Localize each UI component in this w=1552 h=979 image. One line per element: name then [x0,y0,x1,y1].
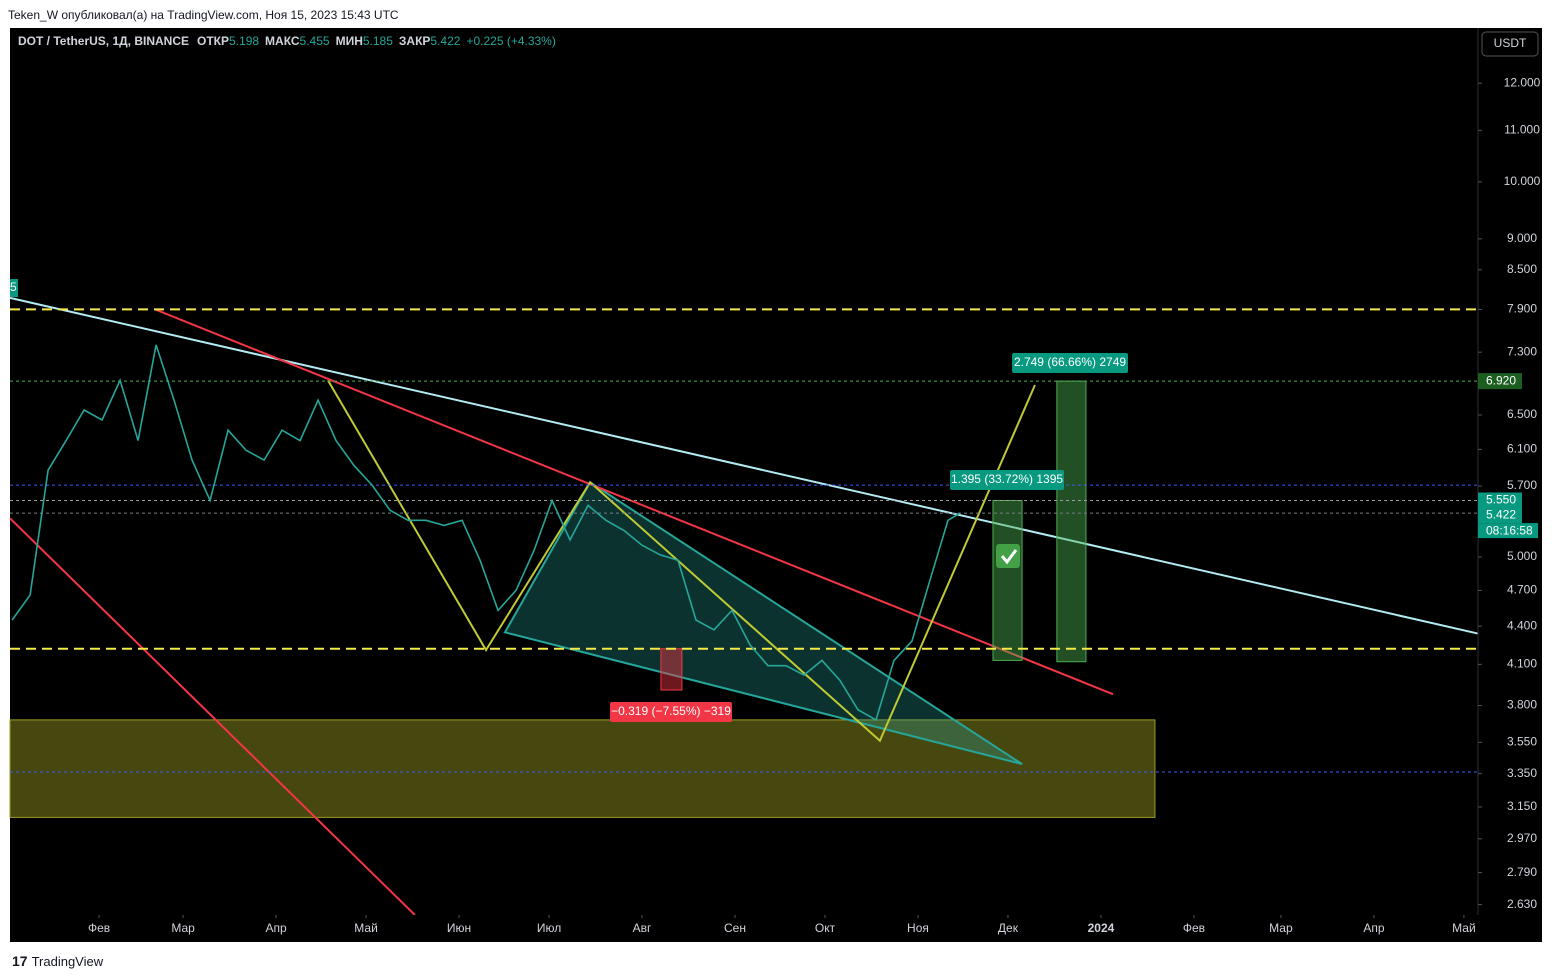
x-tick-label: Дек [998,921,1019,935]
close: 5.422 [430,34,460,48]
drawing-line [9,517,416,916]
drawing-box [1056,380,1087,663]
drawing-box [660,648,683,691]
x-tick-label: Апр [265,921,287,935]
x-tick-label: Авг [633,921,652,935]
y-tick-label: 6.500 [1507,407,1537,421]
footer: 17 TradingView [12,953,104,969]
x-tick-label: Ноя [907,921,929,935]
y-tick-label: 3.550 [1507,734,1537,748]
y-tick-label: 12.000 [1504,75,1541,89]
measure-label: −0.319 (−7.55%) −319 [611,704,731,718]
measure-bg [950,470,1064,490]
y-tick-label: 2.630 [1507,897,1537,911]
open-label: ОТКР [197,34,229,48]
y-tick-label: 8.500 [1507,262,1537,276]
x-tick-label: Мар [1269,921,1293,935]
price-axis [1478,28,1542,942]
x-tick-label: Окт [815,921,836,935]
x-tick-label: Мар [171,921,195,935]
publisher-line: Teken_W опубликовал(а) на TradingView.co… [8,8,399,22]
x-tick-label: Июл [537,921,561,935]
x-tick-label: 2024 [1088,921,1115,935]
y-tick-label: 7.900 [1507,302,1537,316]
symbol: DOT / TetherUS, 1Д, BINANCE [18,34,189,48]
y-tick-label: 3.150 [1507,799,1537,813]
y-tick-label: 5.700 [1507,478,1537,492]
legend: DOT / TetherUS, 1Д, BINANCE ОТКР5.198 МАКС… [18,34,556,48]
time-axis [10,915,1542,942]
price-line [11,344,961,722]
measure-label: 1.395 (33.72%) 1395 [951,472,1063,486]
measure-bg [1012,353,1128,373]
check-mark [1000,549,1018,565]
y-tick-label: 3.800 [1507,698,1537,712]
y-tick-label: 11.000 [1504,122,1540,136]
x-tick-label: Фев [1183,921,1205,935]
measure-bg [610,702,732,722]
x-tick-label: Фев [88,921,110,935]
price-label: 5.550 [1486,493,1516,507]
low: 5.185 [363,34,393,48]
change: +0.225 (+4.33%) [466,34,555,48]
y-tick-label: 6.100 [1507,442,1537,456]
open: 5.198 [229,34,259,48]
price-label-bg [1478,507,1522,524]
high-label: МАКС [265,34,300,48]
x-tick-label: Сен [724,921,746,935]
drawing-box [992,499,1023,661]
currency[interactable]: USDT [1494,36,1527,50]
y-tick-label: 4.400 [1507,618,1537,632]
x-tick-label: Май [1452,921,1476,935]
x-tick-label: Май [354,921,378,935]
y-tick-label: 2.970 [1507,831,1537,845]
close-label: ЗАКР [399,34,431,48]
drawing-polygon [503,480,1023,766]
y-tick-label: 7.300 [1507,344,1537,358]
price-label: 5.422 [1486,507,1516,521]
chart-bg [10,28,1542,942]
measure-label: 2.749 (66.66%) 2749 [1014,355,1126,369]
y-tick-label: 4.700 [1507,583,1537,597]
check-icon [996,544,1020,568]
x-tick-label: Апр [1363,921,1385,935]
countdown-bg [1478,523,1538,539]
high: 5.455 [300,34,330,48]
y-tick-label: 10.000 [1504,174,1541,188]
drawing-line [327,379,1036,743]
left-label-bg [10,279,18,297]
left-label: 5 [10,280,17,294]
x-tick-label: Июн [447,921,471,935]
drawing-box [9,719,1156,818]
price-label-bg [1478,373,1522,390]
y-tick-label: 5.000 [1507,549,1537,563]
price-label-bg [1478,492,1522,509]
y-tick-label: 4.100 [1507,657,1537,671]
footer-brand: TradingView [31,953,104,969]
low-label: МИН [336,34,363,48]
y-tick-label: 9.000 [1507,231,1537,245]
currency-box[interactable] [1481,31,1539,57]
y-tick-label: 3.350 [1507,766,1537,780]
drawing-line [154,308,1114,696]
countdown: 08:16:58 [1486,523,1533,537]
price-label: 6.920 [1486,373,1516,387]
drawing-line [9,296,1479,635]
y-tick-label: 2.790 [1507,865,1537,879]
